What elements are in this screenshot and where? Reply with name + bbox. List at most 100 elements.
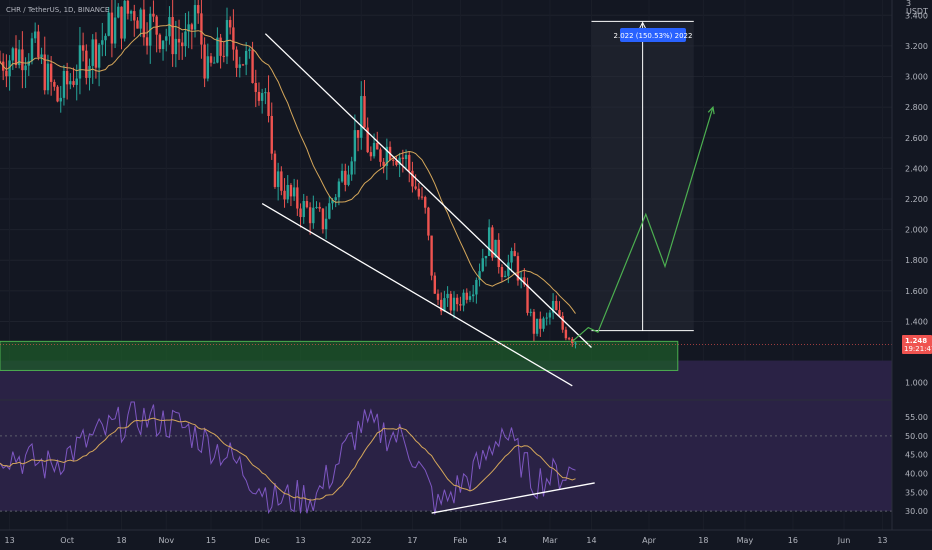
candle-body: [574, 342, 577, 344]
candle-body: [503, 275, 507, 278]
candle-body: [523, 277, 526, 285]
rsi-axis[interactable]: 55.00 50.00 45.00 40.00 35.00 30.00: [905, 413, 928, 516]
candle-body: [126, 0, 130, 14]
symbol-title[interactable]: CHR / TetherUS, 1D, BINANCE: [6, 6, 109, 14]
candle-body: [142, 9, 146, 38]
candle-body: [308, 207, 312, 224]
candle-body: [350, 161, 353, 175]
candle-body: [145, 37, 149, 46]
current-price-value: 1.248: [905, 337, 927, 345]
measure-badge: 2.022 (150.53%) 2022: [614, 28, 693, 42]
candle-body: [123, 0, 126, 39]
candle-body: [69, 81, 72, 85]
candle-body: [420, 196, 424, 198]
time-tick-label: 13: [295, 536, 305, 545]
time-tick-label: Oct: [60, 536, 74, 545]
candle-body: [385, 146, 389, 166]
price-tick-label: 2.200: [905, 195, 928, 204]
candle-body: [401, 157, 405, 160]
candle-body: [487, 227, 491, 256]
candle-body: [5, 70, 8, 77]
candle-body: [94, 39, 98, 68]
candle-body: [14, 48, 18, 66]
moving-average-line: [0, 24, 576, 314]
candle-body: [136, 20, 139, 29]
candle-body: [545, 317, 548, 319]
candle-body: [510, 251, 513, 263]
rsi-tick-label: 35.00: [905, 488, 928, 497]
candle-body: [465, 292, 468, 300]
time-tick-label: 2022: [351, 536, 371, 545]
price-tick-label: 1.000: [905, 379, 928, 388]
time-tick-label: Mar: [542, 536, 558, 545]
price-tick-label: 2.000: [905, 226, 928, 235]
countdown-timer: 19:21:47: [904, 345, 932, 353]
candle-body: [446, 293, 449, 299]
price-axis[interactable]: 3.400 3.200 3.000 2.800 2.600 2.400 2.200 2.000…: [905, 11, 928, 387]
candle-body: [248, 49, 251, 51]
price-tick-label: 2.400: [905, 164, 928, 173]
rsi-band-layer: [0, 360, 892, 512]
candle-body: [110, 12, 114, 44]
candle-body: [88, 65, 91, 78]
candle-body: [8, 60, 11, 77]
time-tick-label: 18: [698, 536, 708, 545]
candle-body: [440, 299, 443, 312]
candle-body: [430, 235, 433, 276]
candle-body: [452, 297, 456, 311]
candle-body: [206, 56, 210, 79]
candle-body: [408, 154, 411, 171]
rsi-moving-average-line: [0, 417, 576, 501]
price-tick-label: 3.000: [905, 73, 928, 82]
rsi-line: [0, 401, 576, 515]
candle-body: [296, 187, 299, 209]
candle-body: [567, 338, 571, 340]
candle-body: [59, 97, 62, 102]
price-tick-top-clip: 3: [906, 0, 911, 8]
candle-body: [392, 159, 395, 161]
candle-body: [65, 71, 69, 85]
rsi-trendline[interactable]: [431, 482, 595, 514]
candle-body: [529, 311, 532, 313]
candle-body: [257, 91, 261, 101]
candle-body: [292, 187, 296, 197]
candle-body: [101, 40, 104, 45]
candle-body: [302, 201, 305, 218]
candle-body: [120, 6, 123, 39]
candle-body: [225, 20, 229, 57]
measure-badge-label: 2.022 (150.53%) 2022: [614, 32, 693, 40]
candle-body: [558, 310, 561, 316]
candle-body: [299, 208, 302, 218]
candle-body: [152, 13, 155, 17]
time-tick-label: Feb: [453, 536, 467, 545]
moving-average-layer: [0, 24, 576, 314]
candle-body: [500, 267, 504, 278]
projection-path[interactable]: [571, 107, 714, 342]
lower-trendline[interactable]: [261, 203, 573, 387]
candle-body: [43, 54, 46, 91]
drawing-layer[interactable]: [0, 20, 892, 514]
candle-body: [443, 298, 446, 312]
support-zone[interactable]: [0, 340, 679, 371]
candle-body: [40, 54, 43, 58]
candle-body: [478, 271, 481, 280]
rsi-tick-label: 50.00: [905, 432, 928, 441]
time-tick-label: Jun: [837, 536, 851, 545]
candle-body: [37, 31, 40, 58]
candle-body: [49, 63, 53, 82]
time-tick-label: 18: [116, 536, 126, 545]
candle-body: [331, 200, 334, 204]
upper-trendline[interactable]: [264, 33, 592, 348]
candle-body: [133, 11, 136, 21]
candle-body: [129, 11, 133, 14]
candle-body: [347, 174, 350, 185]
candle-body: [254, 83, 257, 92]
support-zone-layer: [0, 340, 679, 371]
candle-body: [315, 206, 318, 208]
candle-body: [260, 93, 264, 101]
candle-body: [481, 258, 484, 272]
time-axis[interactable]: 13 Oct 18 Nov 15 Dec 13 2022 17 Feb 14 Mar 14 Apr 18 Ma…: [4, 536, 887, 545]
candle-body: [193, 5, 197, 30]
candle-body: [318, 206, 321, 209]
